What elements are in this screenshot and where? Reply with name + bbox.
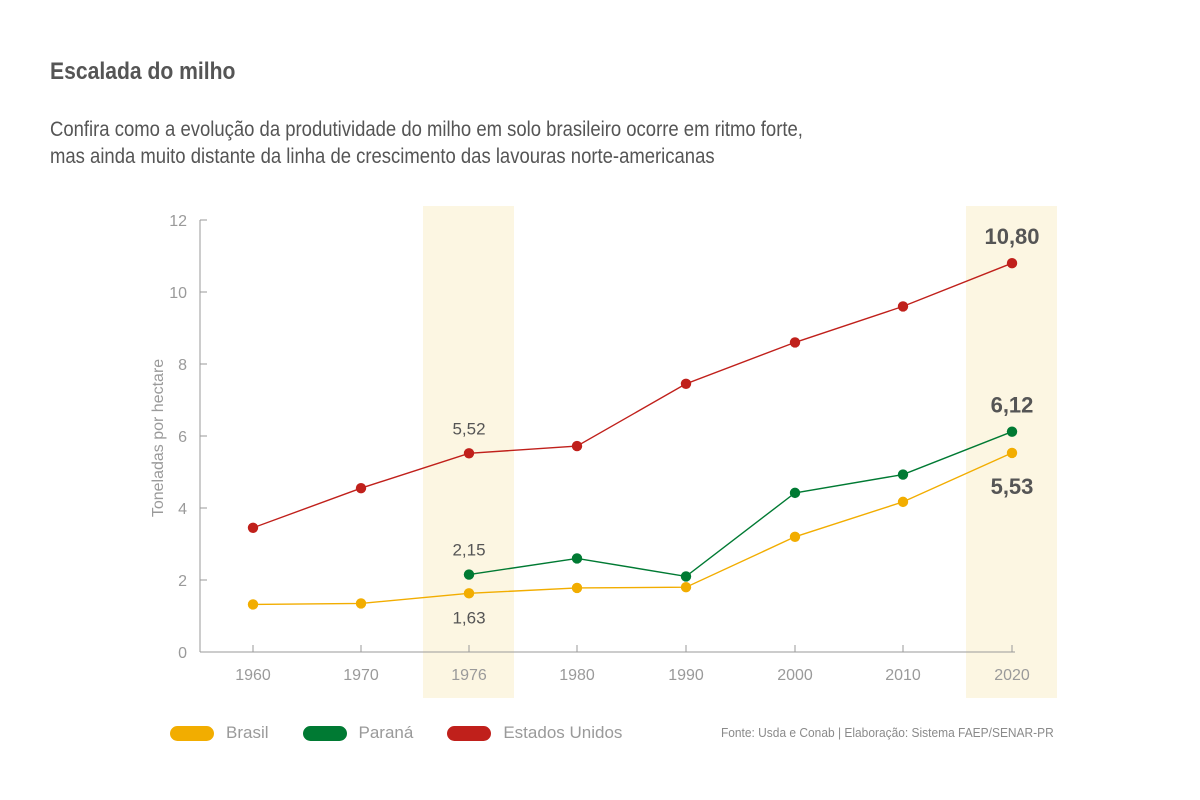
y-tick-label: 0 (178, 645, 187, 662)
y-tick-label: 8 (178, 357, 187, 374)
legend-label: Brasil (226, 723, 269, 742)
axes: 0 2 4 6 8 10 12 1960 1970 1976 1980 1990 2000 2010 202… (150, 213, 1030, 684)
data-label: 1,63 (452, 608, 485, 627)
data-point (897, 496, 909, 508)
data-point (571, 582, 583, 594)
data-label: 5,52 (452, 419, 485, 438)
source-note: Fonte: Usda e Conab | Elaboração: Sistem… (721, 725, 1054, 740)
x-tick-label: 2010 (885, 667, 921, 684)
series-paran- (463, 426, 1018, 582)
x-tick-label: 1970 (343, 667, 379, 684)
data-point (571, 553, 583, 564)
series-line (252, 452, 1013, 606)
data-point (355, 598, 367, 609)
y-tick-label: 6 (178, 429, 187, 446)
data-point (680, 582, 692, 593)
data-point (463, 569, 475, 580)
data-point (247, 599, 259, 610)
data-point (247, 522, 259, 533)
chart-title: Escalada do milho (50, 58, 236, 85)
legend: Brasil Paraná Estados Unidos (170, 720, 656, 746)
legend-swatch (447, 725, 492, 741)
subtitle-line: mas ainda muito distante da linha de cre… (50, 145, 715, 168)
data-point (571, 440, 583, 452)
data-label: 10,80 (984, 224, 1039, 249)
data-label: 5,53 (991, 474, 1034, 499)
series-line (252, 262, 1013, 529)
data-point (789, 531, 801, 542)
legend-swatch (302, 725, 347, 741)
series-brasil (247, 447, 1018, 610)
y-tick-label: 12 (169, 213, 187, 230)
x-tick-label: 1976 (451, 667, 487, 684)
series-line (468, 431, 1013, 578)
x-tick-label: 1960 (235, 667, 271, 684)
data-point (1006, 426, 1018, 437)
data-point (897, 469, 909, 480)
data-point (680, 378, 692, 389)
x-tick-label: 1980 (559, 667, 595, 684)
y-tick-label: 10 (169, 285, 187, 302)
y-tick-label: 4 (178, 501, 187, 518)
subtitle-line: Confira como a evolução da produtividade… (50, 118, 803, 141)
data-point (355, 483, 367, 494)
data-labels: 5,52 2,15 1,63 10,80 6,12 5,53 (452, 224, 1039, 627)
legend-swatch (170, 725, 214, 741)
data-point (897, 301, 909, 312)
x-tick-label: 1990 (668, 667, 704, 684)
y-tick-label: 2 (178, 573, 187, 590)
data-label: 6,12 (991, 393, 1034, 418)
legend-label: Paraná (358, 723, 414, 742)
y-axis-label: Toneladas por hectare (150, 359, 167, 517)
x-tick-label: 2020 (994, 667, 1030, 684)
highlight-bands (423, 206, 1057, 698)
data-point (789, 337, 801, 348)
data-point (463, 448, 475, 459)
legend-item-brasil: Brasil (170, 723, 269, 743)
data-point (1006, 258, 1018, 269)
series-estados-unidos (247, 258, 1018, 533)
legend-item-estados-unidos: Estados Unidos (447, 723, 622, 743)
data-point (789, 487, 801, 499)
data-label: 2,15 (452, 541, 485, 560)
legend-label: Estados Unidos (503, 723, 623, 742)
x-tick-label: 2000 (777, 667, 813, 684)
legend-item-parana: Paraná (302, 723, 414, 743)
data-point (463, 588, 475, 599)
data-point (680, 571, 692, 582)
series-group (247, 258, 1018, 610)
data-point (1006, 447, 1018, 459)
chart-subtitle: Confira como a evolução da produtividade… (50, 116, 930, 170)
